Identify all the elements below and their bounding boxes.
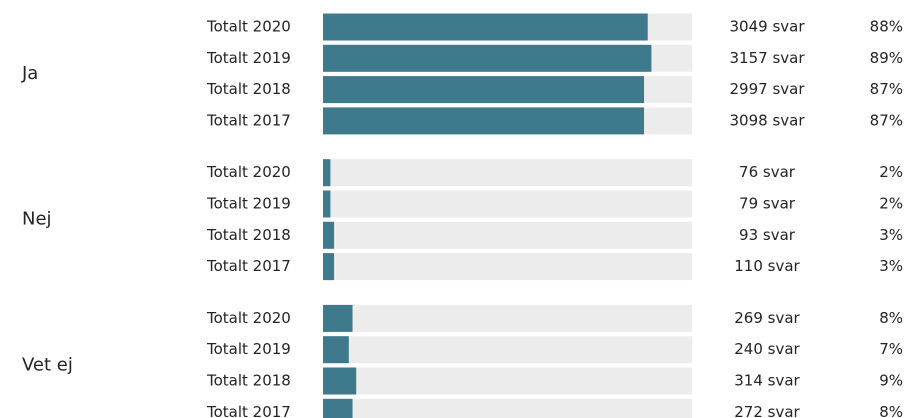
percent-label: 87% [870, 111, 903, 129]
row-label: Totalt 2020 [206, 18, 291, 36]
bar-track [323, 190, 692, 218]
bar-track [323, 253, 692, 281]
bar [323, 304, 353, 332]
count-label: 76 svar [739, 163, 796, 181]
row-label: Totalt 2017 [206, 403, 291, 418]
percent-label: 3% [879, 226, 903, 244]
row-label: Totalt 2018 [206, 226, 291, 244]
percent-label: 89% [870, 49, 903, 67]
bar [323, 398, 353, 418]
count-label: 240 svar [734, 340, 800, 358]
bar [323, 159, 331, 187]
count-label: 3049 svar [730, 18, 806, 36]
bar-track [323, 159, 692, 187]
bar-track [323, 304, 692, 332]
percent-label: 2% [879, 195, 903, 213]
bar [323, 367, 357, 395]
count-label: 314 svar [734, 372, 800, 390]
percent-label: 8% [879, 309, 903, 327]
count-label: 272 svar [734, 403, 800, 418]
count-label: 2997 svar [730, 80, 806, 98]
percent-label: 2% [879, 163, 903, 181]
row-label: Totalt 2017 [206, 257, 291, 275]
row-label: Totalt 2018 [206, 80, 291, 98]
percent-label: 9% [879, 372, 903, 390]
bar [323, 44, 652, 72]
percent-label: 87% [870, 80, 903, 98]
bar [323, 221, 335, 249]
row-label: Totalt 2019 [206, 49, 291, 67]
count-label: 93 svar [739, 226, 796, 244]
count-label: 79 svar [739, 195, 796, 213]
percent-label: 88% [870, 18, 903, 36]
bar-track [323, 336, 692, 364]
percent-label: 7% [879, 340, 903, 358]
row-label: Totalt 2020 [206, 309, 291, 327]
count-label: 110 svar [734, 257, 800, 275]
row-label: Totalt 2018 [206, 372, 291, 390]
bar [323, 253, 335, 281]
group-label: Ja [21, 63, 38, 84]
row-label: Totalt 2019 [206, 195, 291, 213]
bar [323, 107, 645, 135]
row-label: Totalt 2017 [206, 111, 291, 129]
count-label: 3157 svar [730, 49, 806, 67]
group-label: Vet ej [22, 354, 73, 375]
bar [323, 190, 331, 218]
bar-track [323, 221, 692, 249]
count-label: 269 svar [734, 309, 800, 327]
bar-track [323, 398, 692, 418]
row-label: Totalt 2019 [206, 340, 291, 358]
bar [323, 336, 349, 364]
percent-label: 3% [879, 257, 903, 275]
count-label: 3098 svar [730, 111, 806, 129]
group-label: Nej [22, 209, 52, 230]
bar-track [323, 367, 692, 395]
row-label: Totalt 2020 [206, 163, 291, 181]
bar [323, 13, 648, 41]
bar [323, 76, 645, 104]
percent-label: 8% [879, 403, 903, 418]
